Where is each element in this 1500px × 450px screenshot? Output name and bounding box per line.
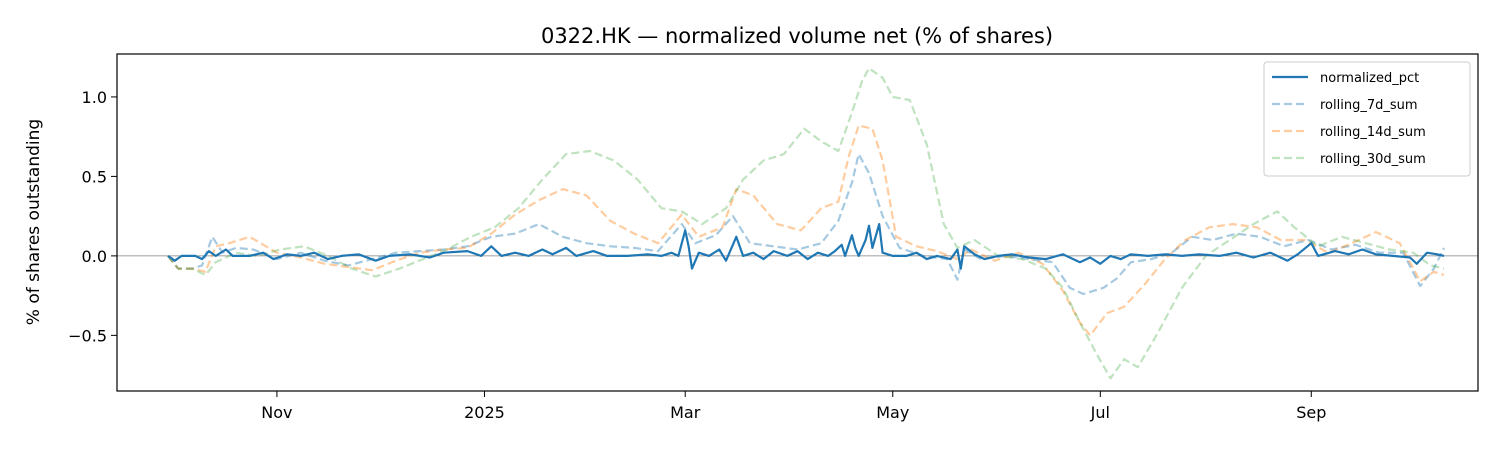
series-line-rolling-14d-sum — [167, 124, 1445, 337]
legend-label: rolling_14d_sum — [1320, 125, 1426, 140]
y-axis-label: % of shares outstanding — [24, 119, 44, 325]
series-line-rolling-30d-sum — [167, 67, 1445, 380]
chart-title: 0322.HK — normalized volume net (% of sh… — [541, 24, 1053, 48]
series-layer — [167, 67, 1445, 380]
series-line-rolling-7d-sum — [167, 153, 1445, 296]
x-tick-label: May — [876, 403, 909, 422]
legend: normalized_pct rolling_7d_sum rolling_14d_… — [1263, 61, 1471, 177]
x-tick-label: 2025 — [464, 403, 505, 422]
legend-label: normalized_pct — [1320, 71, 1419, 86]
x-tick-label: Nov — [261, 403, 292, 422]
x-axis: Nov 2025 Mar May Jul Sep — [261, 391, 1326, 422]
y-tick-label: 0.5 — [82, 167, 107, 186]
series-line-normalized-pct — [167, 223, 1445, 270]
y-tick-label: 1.0 — [82, 88, 107, 107]
legend-box — [1263, 61, 1471, 177]
x-tick-label: Sep — [1296, 403, 1326, 422]
legend-label: rolling_7d_sum — [1320, 98, 1418, 113]
plot-frame — [116, 53, 1479, 392]
x-tick-label: Jul — [1090, 403, 1110, 422]
y-tick-label: 0.0 — [82, 247, 107, 266]
legend-label: rolling_30d_sum — [1320, 152, 1426, 167]
y-axis: 1.0 0.5 0.0 −0.5 — [68, 88, 117, 345]
x-tick-label: Mar — [670, 403, 701, 422]
y-tick-label: −0.5 — [68, 326, 107, 345]
